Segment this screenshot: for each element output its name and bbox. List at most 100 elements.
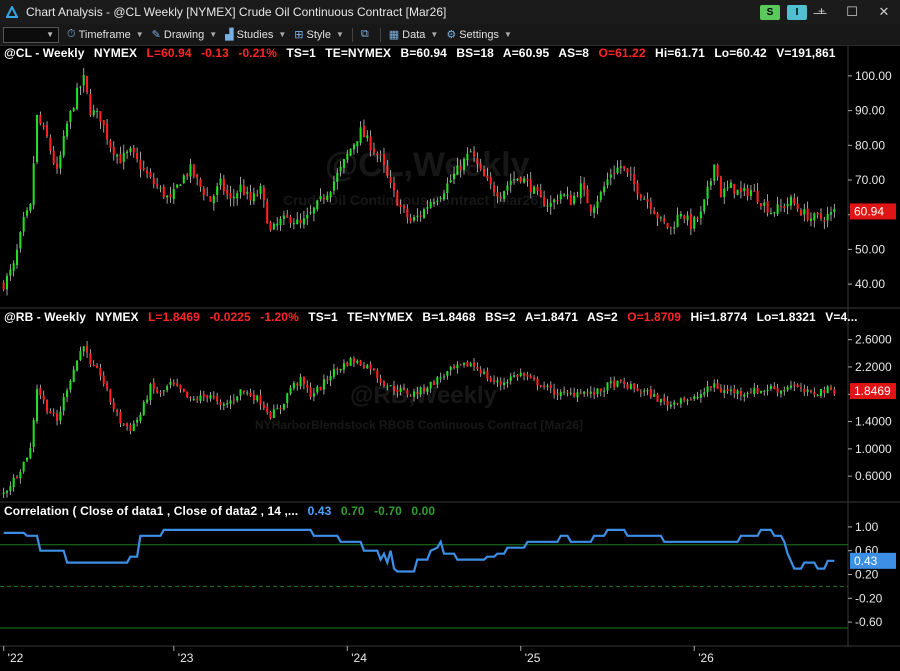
chart-canvas[interactable]: 100.0090.0080.0070.0060.0050.0040.002.60… xyxy=(0,46,900,671)
rb-candle-body xyxy=(202,394,205,397)
corr-axis-label: 0.20 xyxy=(855,568,879,582)
cl-candle-body xyxy=(309,212,312,214)
rb-candle-body xyxy=(25,457,29,461)
style-menu[interactable]: ⊞ Style ▼ xyxy=(294,24,344,46)
cl-candle-body xyxy=(176,184,179,188)
rb-candle-body xyxy=(419,387,422,395)
cl-candle-body xyxy=(786,204,789,207)
studies-menu[interactable]: ▟ Studies ▼ xyxy=(225,24,286,46)
rb-candle-body xyxy=(633,383,636,389)
rb-candle-body xyxy=(513,375,516,377)
rb-candle-body xyxy=(769,385,772,389)
data-menu[interactable]: ▦ Data ▼ xyxy=(389,24,439,46)
cl-candle-body xyxy=(586,189,589,204)
cl-candle-body xyxy=(269,222,272,230)
rb-candle-body xyxy=(39,388,42,396)
rb-candle-body xyxy=(2,492,5,495)
rb-candle-body xyxy=(506,381,509,384)
rb-candle-body xyxy=(473,362,476,367)
rb-candle-body xyxy=(773,386,776,390)
rb-candle-body xyxy=(779,390,782,394)
rb-candle-body xyxy=(596,388,599,395)
add-window-icon[interactable]: + xyxy=(818,4,826,18)
minimize-button[interactable]: — xyxy=(813,4,827,20)
status-i-badge[interactable]: I xyxy=(787,5,807,20)
rb-candle-body xyxy=(32,420,35,447)
cl-candle-body xyxy=(102,120,105,126)
cl-candle-body xyxy=(129,148,132,153)
close-button[interactable]: ✕ xyxy=(878,4,890,19)
cl-candle-body xyxy=(356,141,359,147)
cl-candle-body xyxy=(66,123,69,137)
rb-candle-body xyxy=(686,400,689,402)
rb-candle-body xyxy=(429,381,432,389)
rb-candle-body xyxy=(723,390,726,393)
cl-candle-body xyxy=(142,168,145,170)
cl-candle-body xyxy=(496,192,499,197)
cl-candle-body xyxy=(709,181,712,186)
cl-candle-body xyxy=(539,190,542,198)
cl-exchange: NYMEX xyxy=(93,46,138,60)
rb-candle-body xyxy=(496,380,499,383)
cl-candle-body xyxy=(713,164,716,181)
cl-candle-body xyxy=(679,214,682,217)
cl-axis-label: 100.00 xyxy=(855,69,892,83)
rb-candle-body xyxy=(829,387,833,390)
cl-candle-body xyxy=(349,148,352,156)
cl-candle-body xyxy=(119,153,122,164)
cl-ask: A=60.95 xyxy=(502,46,550,60)
rb-candle-body xyxy=(99,367,102,376)
rb-candle-body xyxy=(282,403,285,410)
rb-candle-body xyxy=(66,390,69,397)
drawing-menu[interactable]: ✎ Drawing ▼ xyxy=(152,24,218,46)
rb-candle-body xyxy=(216,396,219,402)
cl-candle-body xyxy=(746,188,749,197)
rb-exchange: NYMEX xyxy=(95,310,139,324)
chart-toolbar: ▼ ⏱ Timeframe ▼ ✎ Drawing ▼ ▟ Studies ▼ … xyxy=(0,24,900,46)
rb-candle-body xyxy=(679,398,682,404)
rb-candle-body xyxy=(132,423,135,432)
rb-candle-body xyxy=(709,386,712,388)
toolbar-divider xyxy=(379,27,381,42)
rb-candle-body xyxy=(693,396,696,399)
timeframe-menu[interactable]: ⏱ Timeframe ▼ xyxy=(67,24,144,46)
cl-candle-body xyxy=(666,222,669,228)
layout-button[interactable]: ⧉ xyxy=(361,24,372,46)
rb-change-pct: -1.20% xyxy=(260,310,299,324)
cl-candle-body xyxy=(376,153,379,155)
rb-candle-body xyxy=(526,374,529,377)
symbol-selector[interactable]: ▼ xyxy=(3,26,59,43)
rb-candle-body xyxy=(763,390,766,392)
cl-candle-body xyxy=(493,185,496,193)
cl-candle-body xyxy=(483,169,486,177)
cl-candle-body xyxy=(42,125,45,127)
rb-price-tag xyxy=(850,383,896,400)
rb-candle-body xyxy=(706,386,709,393)
status-s-badge[interactable]: S xyxy=(760,5,780,20)
rb-candle-body xyxy=(643,390,646,392)
chart-area[interactable]: 100.0090.0080.0070.0060.0050.0040.002.60… xyxy=(0,46,900,671)
rb-candle-body xyxy=(329,375,332,381)
rb-candle-body xyxy=(649,389,652,398)
cl-candle-body xyxy=(719,176,722,198)
rb-candle-body xyxy=(92,364,95,366)
clock-icon: ⏱ xyxy=(67,28,76,40)
cl-candle-body xyxy=(179,184,182,186)
cl-candle-body xyxy=(202,188,205,196)
rb-candle-body xyxy=(196,399,199,401)
cl-candle-body xyxy=(556,200,559,202)
cl-candle-body xyxy=(763,202,766,206)
rb-candle-body xyxy=(716,383,719,389)
rb-candle-body xyxy=(449,366,452,371)
cl-candle-body xyxy=(559,194,562,200)
cl-candle-body xyxy=(126,151,129,154)
cl-candle-body xyxy=(736,189,739,195)
rb-candle-body xyxy=(556,393,559,396)
rb-candle-body xyxy=(199,395,202,401)
maximize-button[interactable]: ☐ xyxy=(846,4,858,19)
cl-candle-body xyxy=(696,217,699,219)
settings-menu[interactable]: ⚙ Settings ▼ xyxy=(446,24,512,46)
rb-candle-body xyxy=(809,390,813,392)
cl-candle-body xyxy=(302,218,305,225)
rb-candle-body xyxy=(372,368,375,370)
